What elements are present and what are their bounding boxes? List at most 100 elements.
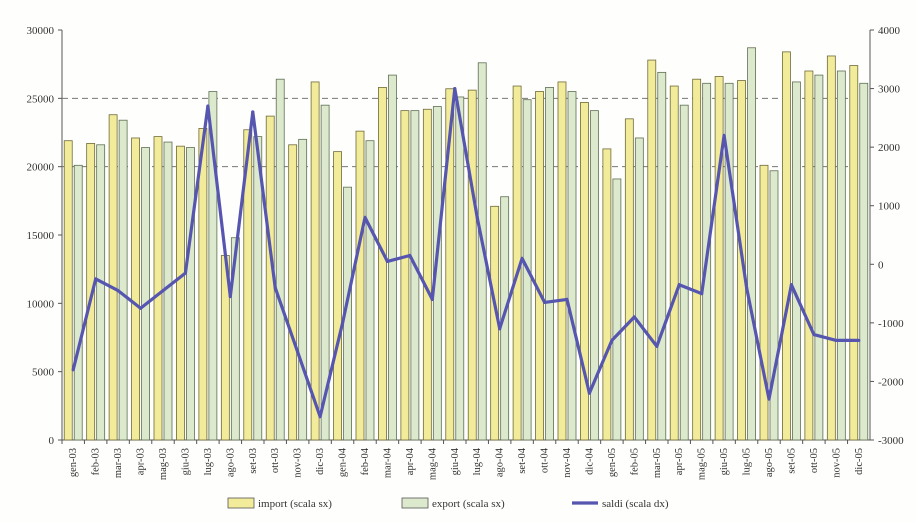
export-bar: [275, 78, 285, 441]
line-layer: [71, 86, 861, 419]
x-tick-label: dic-03: [315, 448, 326, 475]
x-tick-label: apr-03: [136, 448, 147, 475]
x-tick-label: apr-05: [674, 448, 685, 475]
legend: import (scala sx) export (scala sx) saldi …: [227, 497, 669, 510]
import-bar: [467, 89, 477, 441]
right-tick-label: 0: [878, 259, 884, 271]
saldi-point: [498, 327, 502, 331]
import-bar: [243, 129, 253, 441]
export-bar: [73, 164, 83, 441]
legend-label: saldi (scala dx): [602, 498, 669, 510]
export-bar: [253, 136, 263, 441]
import-bar: [647, 59, 657, 441]
import-bar: [310, 81, 320, 441]
export-bar: [298, 138, 308, 441]
import-bar: [602, 148, 612, 441]
x-tick-label: apr-04: [405, 447, 416, 475]
left-tick-label: 15000: [27, 230, 55, 242]
x-tick-label: ago-05: [764, 448, 775, 477]
x-tick-label: ott-03: [270, 448, 281, 473]
export-bar: [747, 47, 756, 441]
export-bar: [567, 91, 577, 441]
saldi-point: [565, 297, 569, 302]
export-bar: [590, 110, 599, 441]
saldi-point: [834, 338, 838, 343]
export-bar: [410, 110, 420, 441]
x-tick-label: mar-04: [382, 447, 393, 478]
x-tick-label: mar-03: [113, 448, 124, 478]
saldi-point: [542, 300, 547, 304]
export-bar: [724, 82, 734, 441]
saldi-point: [251, 110, 255, 114]
import-bar: [759, 164, 769, 441]
export-bar: [432, 106, 442, 441]
saldi-point: [700, 291, 704, 296]
import-bar: [198, 127, 208, 441]
x-tick-label: mag-04: [427, 447, 438, 480]
saldi-point: [655, 344, 659, 348]
export-bar: [455, 96, 465, 441]
import-bar: [422, 108, 432, 441]
saldi-point: [857, 338, 861, 343]
export-bar: [163, 141, 173, 441]
right-tick-label: 4000: [878, 25, 901, 37]
right-tick-label: 3000: [878, 84, 901, 96]
x-tick-label: ago-04: [495, 447, 506, 477]
import-bar: [826, 55, 836, 441]
saldi-point: [385, 259, 390, 263]
import-bar: [580, 102, 589, 441]
saldi-point: [318, 414, 322, 419]
export-bar: [814, 74, 824, 441]
x-tick-label: giu-03: [180, 448, 191, 475]
right-tick-label: -2000: [878, 376, 904, 388]
x-tick-label: dic-05: [854, 448, 865, 475]
x-tick-label: mag-03: [158, 448, 169, 480]
saldi-point: [744, 286, 749, 290]
tick-labels: 050001000015000200002500030000-3000-2000…: [27, 25, 905, 447]
saldi-point: [71, 368, 75, 372]
export-bar: [657, 71, 667, 441]
import-bar: [333, 151, 342, 441]
reference-lines: [62, 97, 870, 168]
export-bar: [545, 87, 554, 441]
legend-swatch: [401, 497, 429, 509]
export-bar: [612, 178, 622, 441]
export-bar: [141, 147, 150, 441]
saldi-point: [228, 294, 232, 299]
import-bar: [86, 143, 96, 441]
x-tick-label: lug-05: [742, 448, 753, 475]
import-bar: [714, 76, 724, 441]
saldi-point: [183, 271, 188, 275]
left-tick-label: 25000: [27, 93, 55, 105]
saldi-point: [138, 306, 143, 310]
import-bar: [355, 130, 365, 441]
saldi-point: [475, 215, 479, 220]
import-bar: [804, 70, 814, 441]
import-bar: [400, 110, 410, 441]
x-tick-label: lug-04: [472, 447, 483, 475]
saldi-line: [71, 86, 859, 419]
export-bar: [477, 62, 487, 441]
saldi-point: [789, 283, 794, 287]
export-bar: [320, 104, 330, 441]
saldi-point: [408, 253, 412, 258]
saldi-point: [340, 321, 345, 325]
export-bar: [634, 137, 644, 441]
x-tick-label: feb-03: [91, 448, 102, 475]
import-bar: [63, 140, 73, 441]
export-bar: [388, 74, 397, 441]
x-tick-label: ott-05: [809, 448, 820, 473]
x-tick-label: set-05: [786, 448, 797, 474]
x-tick-label: set-04: [517, 447, 528, 473]
import-bar: [108, 114, 118, 441]
legend-label: export (scala sx): [432, 498, 505, 510]
saldi-point: [453, 86, 457, 91]
x-tick-label: gen-03: [68, 448, 79, 477]
x-tick-label: mar-05: [652, 448, 663, 478]
x-tick-label: giu-05: [719, 448, 730, 475]
export-bar: [859, 82, 869, 441]
export-bar: [679, 104, 689, 441]
import-bar: [692, 78, 702, 441]
